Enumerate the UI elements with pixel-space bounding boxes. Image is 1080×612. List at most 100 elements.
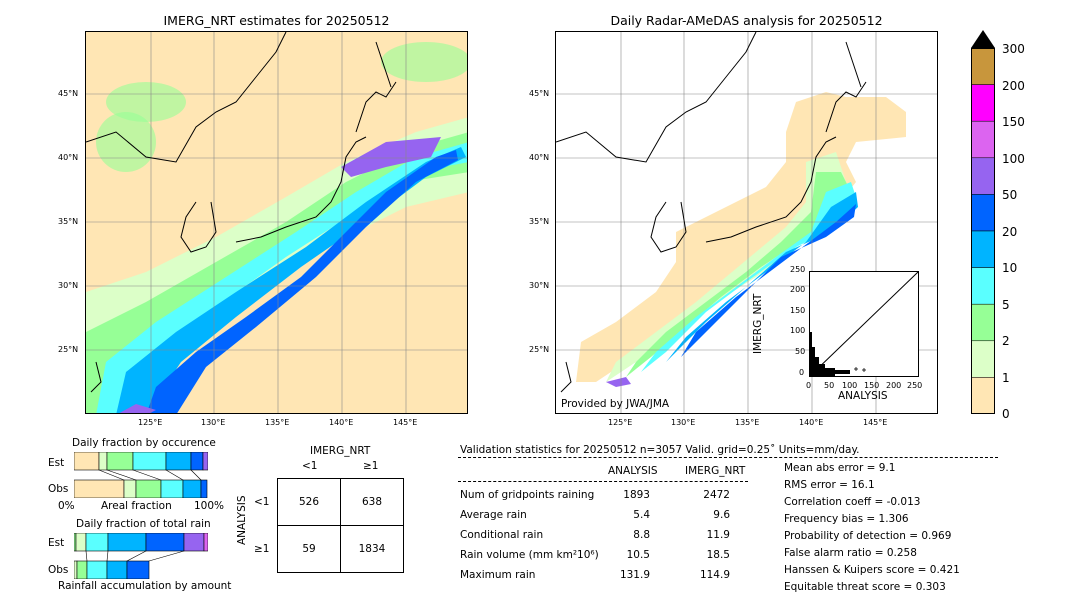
total-rain-footer: Rainfall accumulation by amount: [58, 580, 232, 592]
colorbar-label: 50: [1002, 188, 1018, 202]
right-lat-tick: 40°N: [529, 153, 550, 162]
validation-header: Validation statistics for 20250512 n=305…: [460, 444, 860, 456]
contingency-cell: 638: [340, 478, 404, 526]
score-line: False alarm ratio = 0.258: [784, 547, 917, 559]
left-lat-tick: 45°N: [58, 89, 79, 98]
colorbar-label: 10: [1002, 261, 1018, 275]
right-lon-tick: 145°E: [863, 418, 888, 427]
scatter-ytick: 100: [790, 326, 806, 335]
contingency-cell: 1834: [340, 525, 404, 573]
validation-row-imerg: 114.9: [699, 569, 730, 581]
validation-divider: [458, 457, 998, 458]
right-lon-tick: 125°E: [608, 418, 633, 427]
colorbar-segment: [970, 120, 996, 159]
left-lon-tick: 145°E: [393, 418, 418, 427]
validation-col-divider: [458, 481, 748, 482]
scatter-ytick: 250: [790, 265, 806, 274]
left-lon-tick: 140°E: [329, 418, 354, 427]
validation-row-label: Rain volume (mm km²10⁶): [460, 549, 599, 561]
right-map-title: Daily Radar-AMeDAS analysis for 20250512: [610, 13, 883, 28]
validation-row-analysis: 1893: [623, 489, 650, 501]
scatter-xtick: 0: [806, 381, 812, 390]
colorbar: [970, 30, 996, 415]
occurrence-est-label: Est: [48, 457, 65, 469]
colorbar-label: 200: [1002, 79, 1025, 93]
contingency-table: 526 638 59 1834: [277, 478, 404, 573]
colorbar-label: 1: [1002, 371, 1010, 385]
contingency-row-ge: ≥1: [254, 543, 270, 555]
colorbar-segment: [970, 303, 996, 342]
occurrence-obs-label: Obs: [48, 483, 69, 495]
score-line: Probability of detection = 0.969: [784, 530, 952, 542]
total-rain-title: Daily fraction of total rain: [76, 518, 211, 530]
validation-row-analysis: 131.9: [619, 569, 650, 581]
validation-row-imerg: 9.6: [713, 509, 730, 521]
validation-row-imerg: 18.5: [706, 549, 730, 561]
contingency-row-lt: <1: [254, 496, 270, 508]
left-map: [85, 31, 468, 414]
scatter-ytick: 200: [790, 285, 806, 294]
validation-row-analysis: 8.8: [633, 529, 650, 541]
contingency-col-ge: ≥1: [363, 460, 379, 472]
colorbar-segment: [970, 194, 996, 232]
validation-col-imerg: IMERG_NRT: [685, 465, 746, 477]
left-lon-tick: 135°E: [265, 418, 290, 427]
colorbar-label: 2: [1002, 334, 1010, 348]
scatter-ytick: 0: [799, 368, 805, 377]
validation-row-imerg: 11.9: [706, 529, 730, 541]
scatter-xtick: 50: [824, 381, 835, 390]
left-lon-tick: 125°E: [138, 418, 163, 427]
scatter-ylabel: IMERG_NRT: [752, 293, 764, 354]
scatter-inset: [809, 271, 919, 377]
total-rain-est-label: Est: [48, 537, 65, 549]
contingency-row-axis: ANALYSIS: [236, 495, 248, 545]
scatter-ytick: 150: [790, 306, 806, 315]
colorbar-label: 300: [1002, 42, 1025, 56]
score-line: Hanssen & Kuipers score = 0.421: [784, 564, 960, 576]
validation-row-imerg: 2472: [703, 489, 730, 501]
validation-row-label: Conditional rain: [460, 529, 544, 541]
colorbar-label: 0: [1002, 407, 1010, 421]
scatter-xtick: 250: [907, 381, 923, 390]
left-lat-tick: 25°N: [58, 345, 79, 354]
left-lon-tick: 130°E: [201, 418, 226, 427]
occurrence-axis-label: Areal fraction: [101, 500, 172, 512]
colorbar-label: 5: [1002, 298, 1010, 312]
total-rain-bars: [73, 532, 209, 580]
scatter-ytick: 50: [795, 347, 806, 356]
occurrence-bars: [73, 451, 209, 499]
score-line: Frequency bias = 1.306: [784, 513, 909, 525]
colorbar-segment: [970, 340, 996, 378]
scatter-xtick: 200: [886, 381, 902, 390]
validation-row-label: Num of gridpoints raining: [460, 489, 595, 501]
occurrence-title: Daily fraction by occurence: [72, 437, 216, 449]
colorbar-segment: [970, 47, 996, 85]
right-lon-tick: 135°E: [735, 418, 760, 427]
scatter-xlabel: ANALYSIS: [838, 390, 888, 402]
validation-row-analysis: 5.4: [633, 509, 650, 521]
scatter-xtick: 150: [864, 381, 880, 390]
right-map-precip: [556, 32, 937, 413]
right-lat-tick: 25°N: [529, 345, 550, 354]
right-lon-tick: 140°E: [799, 418, 824, 427]
contingency-cell: 526: [277, 478, 341, 526]
total-rain-bars-svg: [73, 532, 209, 580]
occurrence-axis-left: 0%: [58, 500, 75, 512]
score-line: Equitable threat score = 0.303: [784, 581, 946, 593]
score-line: Mean abs error = 9.1: [784, 462, 896, 474]
colorbar-label: 100: [1002, 152, 1025, 166]
colorbar-svg: [970, 30, 996, 415]
score-line: Correlation coeff = -0.013: [784, 496, 921, 508]
left-map-title: IMERG_NRT estimates for 20250512: [163, 13, 390, 28]
validation-col-analysis: ANALYSIS: [608, 465, 658, 477]
colorbar-segment: [970, 230, 996, 268]
occurrence-bars-svg: [73, 451, 209, 499]
right-lat-tick: 30°N: [529, 281, 550, 290]
colorbar-segment: [970, 377, 996, 415]
colorbar-segment: [970, 84, 996, 122]
right-lat-tick: 45°N: [529, 89, 550, 98]
data-credit: Provided by JWA/JMA: [561, 398, 670, 410]
colorbar-segment: [970, 157, 996, 195]
occurrence-axis-right: 100%: [194, 500, 225, 512]
colorbar-label: 150: [1002, 115, 1025, 129]
